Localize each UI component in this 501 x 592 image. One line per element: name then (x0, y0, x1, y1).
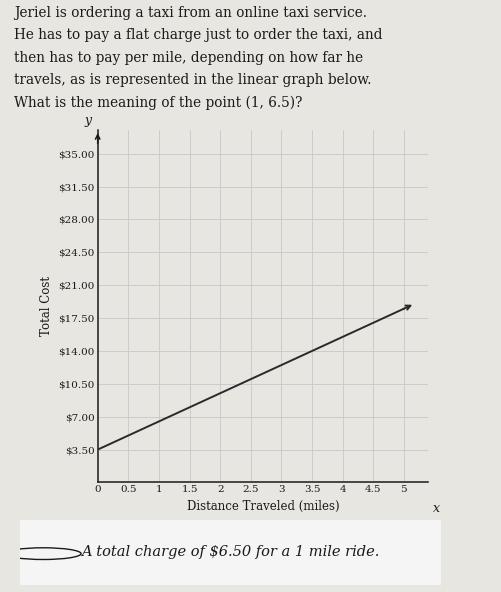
Text: y: y (85, 114, 92, 127)
X-axis label: Distance Traveled (miles): Distance Traveled (miles) (187, 500, 339, 513)
Text: What is the meaning of the point (1, 6.5)?: What is the meaning of the point (1, 6.5… (14, 96, 302, 110)
Text: travels, as is represented in the linear graph below.: travels, as is represented in the linear… (14, 73, 371, 88)
Text: then has to pay per mile, depending on how far he: then has to pay per mile, depending on h… (14, 51, 363, 65)
Y-axis label: Total Cost: Total Cost (40, 276, 53, 336)
FancyBboxPatch shape (8, 518, 453, 587)
Text: A total charge of $6.50 for a 1 mile ride.: A total charge of $6.50 for a 1 mile rid… (81, 545, 379, 559)
Text: x: x (433, 502, 440, 515)
Text: He has to pay a flat charge just to order the taxi, and: He has to pay a flat charge just to orde… (14, 28, 382, 43)
Text: Jeriel is ordering a taxi from an online taxi service.: Jeriel is ordering a taxi from an online… (14, 6, 367, 20)
